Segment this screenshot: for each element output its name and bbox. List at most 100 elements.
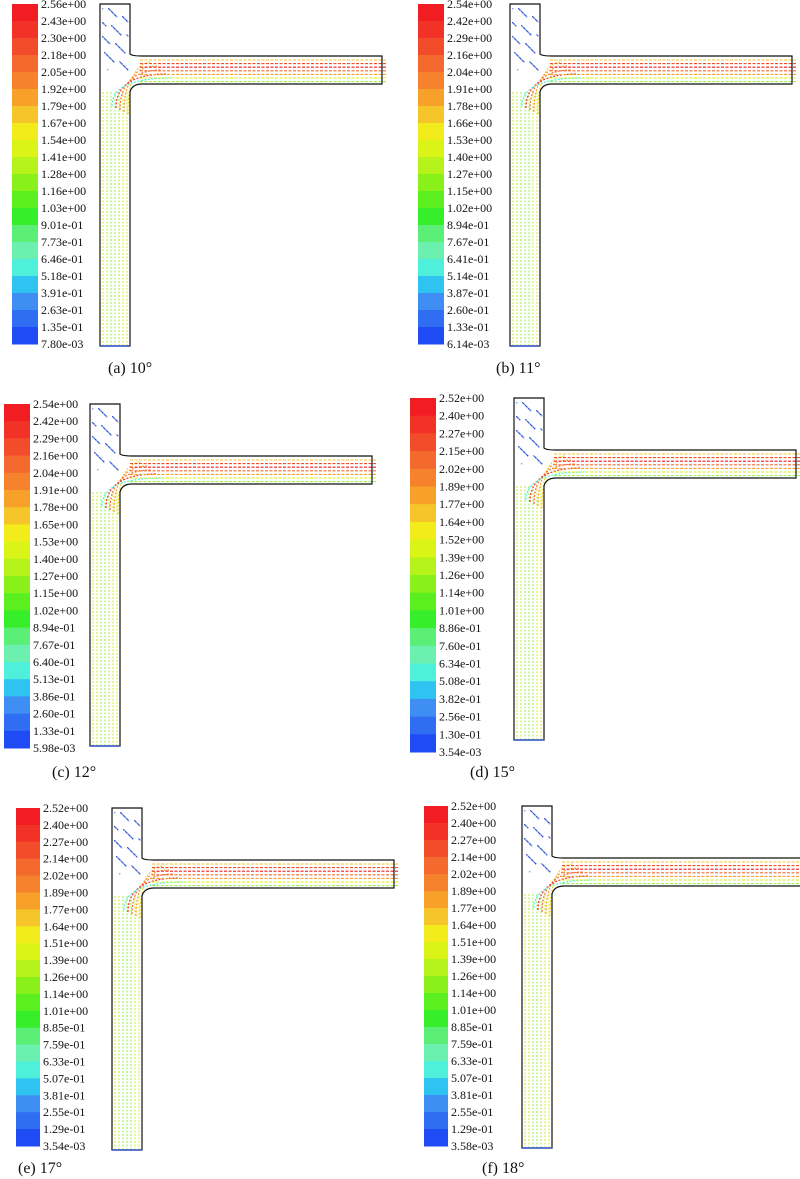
flow-vector — [123, 51, 125, 53]
flow-vector — [527, 421, 529, 423]
legend-band — [410, 468, 436, 487]
legend-band — [418, 225, 444, 243]
flow-vector — [105, 25, 107, 27]
flow-vector — [94, 452, 96, 454]
flow-vector — [114, 452, 116, 454]
legend-band — [4, 524, 30, 543]
flow-vector — [106, 416, 108, 418]
flow-vector — [535, 457, 537, 459]
flow-vector — [528, 46, 530, 48]
flow-vector — [97, 441, 99, 443]
flow-vector — [101, 477, 163, 507]
flow-vector — [127, 69, 129, 71]
flow-vector — [132, 838, 134, 840]
legend-tick-label: 7.73e-01 — [41, 235, 83, 249]
flow-vector — [112, 416, 114, 418]
flow-vector — [136, 870, 138, 872]
flow-vector — [115, 419, 117, 421]
legend-tick-label: 7.59e-01 — [451, 1037, 493, 1051]
flow-vector — [525, 419, 527, 421]
flow-vector — [110, 448, 112, 450]
flow-vector — [530, 48, 532, 50]
legend-band — [410, 539, 436, 558]
panel-graphic: 2.56e+00 2.43e+00 2.30e+00 2.18e+00 2.05e+00… — [12, 0, 386, 351]
legend-band — [418, 38, 444, 56]
flow-vector — [524, 14, 526, 16]
flow-vector — [532, 64, 534, 66]
flow-vector — [125, 831, 127, 833]
legend-band — [4, 558, 30, 577]
legend-tick-label: 2.54e+00 — [447, 0, 492, 11]
panel-caption: (a) 10° — [108, 360, 153, 377]
legend-band — [424, 908, 448, 926]
flow-vector — [102, 22, 104, 24]
flow-vector — [132, 866, 134, 868]
legend-tick-label: 8.86e-01 — [439, 621, 481, 635]
flow-vector — [121, 861, 123, 863]
flow-vector — [107, 445, 109, 447]
flow-vector — [121, 49, 123, 51]
legend-tick-label: 2.54e+00 — [33, 397, 78, 411]
legend-tick-label: 3.54e-03 — [43, 1139, 85, 1153]
velocity-field — [513, 397, 800, 741]
legend-tick-label: 1.30e-01 — [439, 727, 481, 741]
flow-vector — [523, 451, 525, 453]
legend-band — [16, 1078, 40, 1096]
legend-band — [4, 472, 30, 491]
flow-vector — [107, 41, 109, 43]
flow-vector — [139, 825, 141, 827]
flow-vector — [529, 871, 531, 873]
legend-band — [12, 157, 38, 175]
flow-vector — [532, 812, 534, 814]
legend-tick-label: 2.04e+00 — [33, 466, 78, 480]
flow-vector — [545, 819, 547, 821]
flow-vector — [525, 825, 527, 827]
legend-band — [424, 925, 448, 943]
legend-tick-label: 5.18e-01 — [41, 269, 83, 283]
flow-vector — [98, 408, 100, 410]
legend-tick-label: 2.40e+00 — [439, 409, 484, 423]
flow-vector — [517, 41, 519, 43]
legend-tick-label: 1.67e+00 — [41, 116, 86, 130]
flow-vector — [115, 29, 117, 31]
pipe-outline — [89, 403, 373, 747]
flow-vector — [541, 835, 543, 837]
legend-tick-label: 1.89e+00 — [43, 886, 88, 900]
legend-tick-label: 6.40e-01 — [33, 655, 75, 669]
legend-tick-label: 2.14e+00 — [43, 852, 88, 866]
legend-tick-label: 1.53e+00 — [33, 535, 78, 549]
legend-band — [16, 993, 40, 1012]
flow-vector — [95, 453, 97, 455]
legend-tick-label: 2.27e+00 — [439, 426, 484, 440]
panel-graphic: 2.52e+00 2.40e+00 2.27e+00 2.14e+00 2.02e+00… — [424, 799, 800, 1153]
flow-vector — [105, 53, 107, 55]
legend-tick-label: 8.94e-01 — [447, 218, 489, 232]
flow-vector — [518, 42, 520, 44]
flow-vector — [516, 402, 518, 404]
flow-vector — [99, 409, 101, 411]
flow-vector — [525, 29, 527, 31]
legend-band — [12, 327, 38, 345]
flow-vector — [112, 60, 114, 62]
flow-vector — [540, 428, 542, 430]
legend-tick-label: 7.60e-01 — [439, 639, 481, 653]
legend-band — [12, 140, 38, 158]
flow-vector — [100, 410, 102, 412]
flow-vector — [527, 45, 529, 47]
flow-vector — [112, 26, 114, 28]
flow-vector — [103, 461, 105, 463]
flow-vector — [533, 861, 535, 863]
pipe-outline — [111, 807, 395, 1151]
legend-band — [410, 592, 436, 611]
legend-tick-label: 2.29e+00 — [447, 31, 492, 45]
flow-vector — [520, 448, 522, 450]
legend-band — [410, 521, 436, 541]
flow-vector — [533, 65, 568, 113]
flow-vector — [512, 22, 514, 24]
panel-caption: (b) 11° — [496, 360, 541, 377]
legend-band — [16, 1095, 40, 1113]
flow-vector — [526, 406, 528, 408]
flow-vector — [521, 11, 523, 13]
flow-vector — [530, 424, 532, 426]
flow-vector — [530, 34, 532, 36]
